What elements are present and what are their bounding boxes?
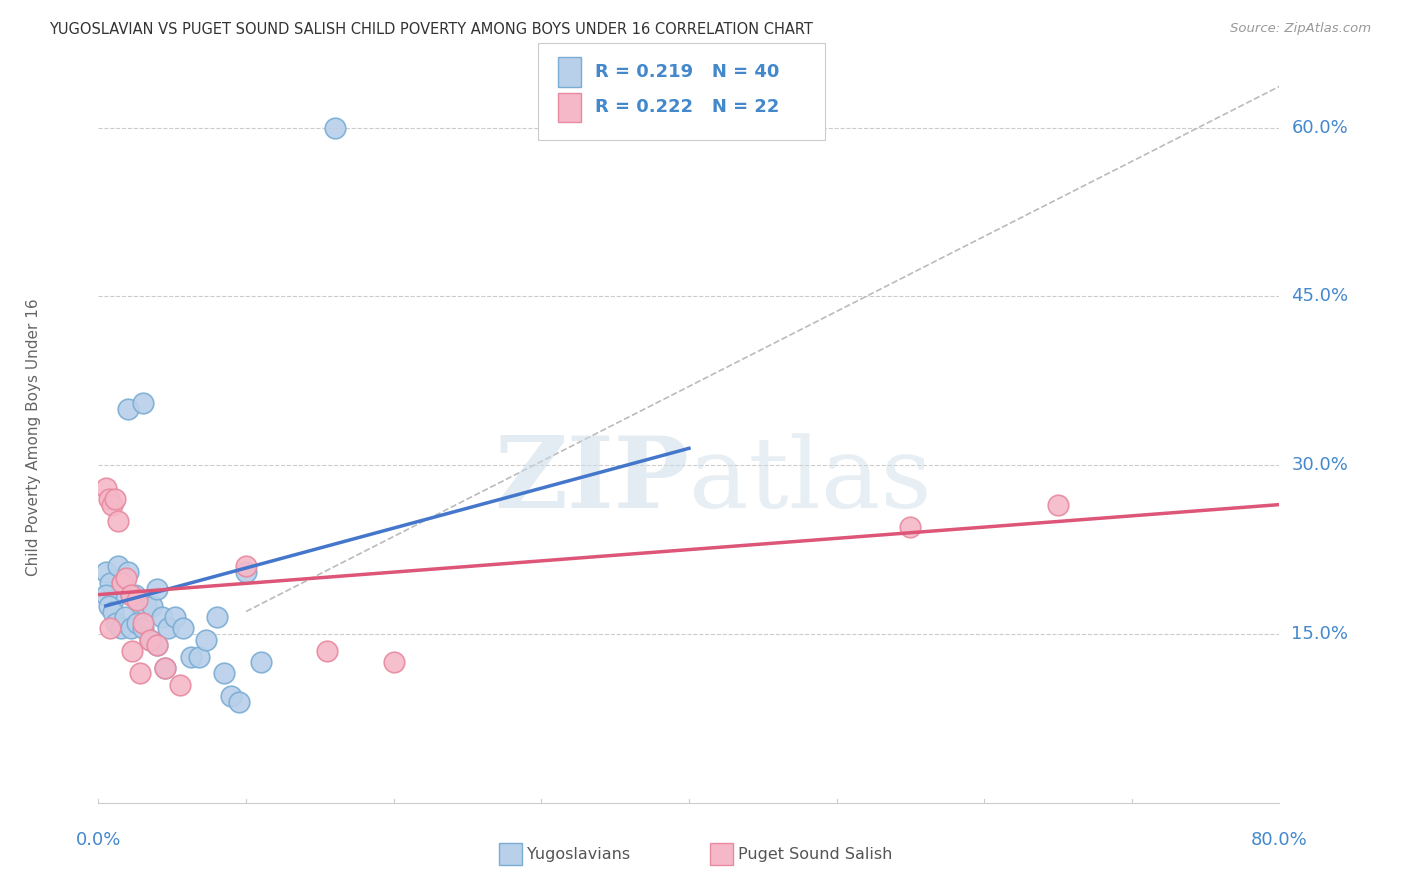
Point xyxy=(235,565,257,579)
Point xyxy=(139,632,162,647)
Point xyxy=(128,666,150,681)
Point xyxy=(150,610,173,624)
Point xyxy=(94,588,117,602)
Point xyxy=(228,694,250,708)
Point xyxy=(120,588,142,602)
Point xyxy=(1046,498,1069,512)
Point xyxy=(125,615,148,630)
Point xyxy=(103,605,125,619)
Point xyxy=(172,621,194,635)
Point xyxy=(165,610,187,624)
Point xyxy=(97,491,120,506)
Point xyxy=(153,661,176,675)
Point xyxy=(105,615,128,630)
Point xyxy=(111,576,134,591)
Point xyxy=(169,678,191,692)
Point xyxy=(146,638,169,652)
Point xyxy=(98,621,121,635)
Text: Puget Sound Salish: Puget Sound Salish xyxy=(738,847,893,862)
Point xyxy=(195,632,218,647)
Point xyxy=(115,571,138,585)
Point xyxy=(187,649,209,664)
Point xyxy=(132,621,155,635)
Point xyxy=(135,599,157,613)
Point xyxy=(132,615,155,630)
Point xyxy=(125,593,148,607)
Point xyxy=(323,120,346,135)
Point xyxy=(141,599,163,613)
Point xyxy=(205,610,228,624)
Point xyxy=(107,515,129,529)
Point xyxy=(114,610,136,624)
Point xyxy=(382,655,405,669)
Text: 30.0%: 30.0% xyxy=(1291,456,1348,475)
Point xyxy=(250,655,273,669)
Text: 0.0%: 0.0% xyxy=(76,831,121,849)
Point xyxy=(117,565,139,579)
Point xyxy=(107,559,129,574)
Text: 60.0%: 60.0% xyxy=(1291,119,1348,136)
Point xyxy=(98,576,121,591)
Text: R = 0.222   N = 22: R = 0.222 N = 22 xyxy=(595,98,779,117)
Text: YUGOSLAVIAN VS PUGET SOUND SALISH CHILD POVERTY AMONG BOYS UNDER 16 CORRELATION : YUGOSLAVIAN VS PUGET SOUND SALISH CHILD … xyxy=(49,22,813,37)
Text: Source: ZipAtlas.com: Source: ZipAtlas.com xyxy=(1230,22,1371,36)
Point xyxy=(128,599,150,613)
Text: Yugoslavians: Yugoslavians xyxy=(527,847,630,862)
Point xyxy=(132,396,155,410)
Point xyxy=(219,689,242,703)
Text: Child Poverty Among Boys Under 16: Child Poverty Among Boys Under 16 xyxy=(25,298,41,576)
Point xyxy=(110,621,132,635)
Text: ZIP: ZIP xyxy=(494,433,689,530)
Point xyxy=(153,661,176,675)
Point xyxy=(146,582,169,596)
Point xyxy=(111,576,134,591)
Point xyxy=(94,565,117,579)
Text: 80.0%: 80.0% xyxy=(1251,831,1308,849)
Point xyxy=(235,559,257,574)
Point xyxy=(97,599,120,613)
Point xyxy=(117,401,139,416)
Point xyxy=(156,621,179,635)
Point xyxy=(100,498,122,512)
Point xyxy=(180,649,202,664)
Text: R = 0.219   N = 40: R = 0.219 N = 40 xyxy=(595,62,779,81)
Point xyxy=(900,520,922,534)
Point xyxy=(104,491,127,506)
Point xyxy=(316,644,339,658)
Point xyxy=(124,588,146,602)
Point xyxy=(139,632,162,647)
Point xyxy=(146,638,169,652)
Point xyxy=(94,481,117,495)
Point xyxy=(120,588,142,602)
Point xyxy=(103,593,125,607)
Point xyxy=(212,666,235,681)
Point xyxy=(121,644,143,658)
Text: 15.0%: 15.0% xyxy=(1291,625,1348,643)
Point xyxy=(120,621,142,635)
Text: 45.0%: 45.0% xyxy=(1291,287,1348,305)
Text: atlas: atlas xyxy=(689,434,932,529)
